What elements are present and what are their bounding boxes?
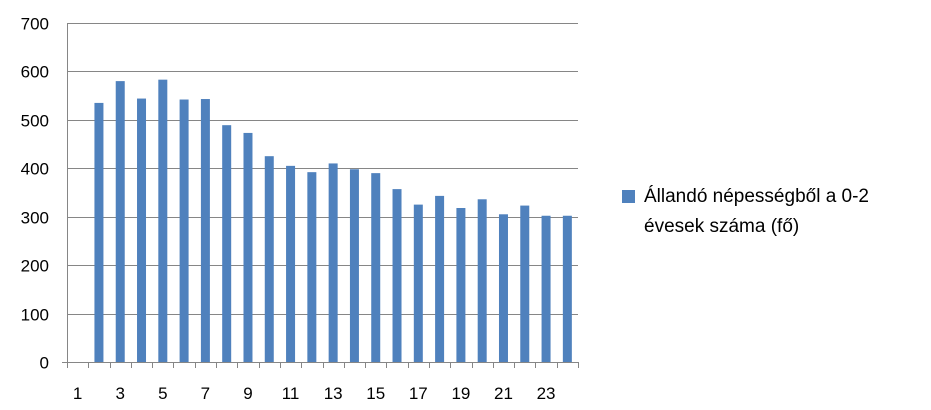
bar: [562, 215, 572, 362]
x-tick-label: 13: [324, 384, 343, 403]
bar: [498, 214, 508, 362]
bar: [307, 172, 317, 362]
x-tick-label: 21: [494, 384, 513, 403]
bar: [179, 99, 189, 363]
bar: [94, 102, 104, 362]
bar: [328, 163, 338, 362]
y-tick-label: 100: [21, 306, 49, 325]
bar: [115, 81, 125, 363]
bar: [392, 189, 402, 362]
legend-swatch: [622, 190, 635, 203]
bar-series: [94, 79, 572, 363]
x-tick-label: 15: [366, 384, 385, 403]
y-tick-label: 600: [21, 63, 49, 82]
y-tick-label: 700: [21, 15, 49, 34]
bar: [477, 199, 487, 362]
x-tick-label: 3: [115, 384, 124, 403]
y-tick-label: 0: [40, 354, 49, 373]
bar: [349, 169, 359, 362]
x-tick-label: 5: [158, 384, 167, 403]
x-tick-label: 23: [537, 384, 556, 403]
bar: [222, 125, 232, 363]
bar: [541, 215, 551, 362]
axes: [62, 23, 579, 368]
y-tick-label: 200: [21, 257, 49, 276]
y-tick-labels: 0 100 200 300 400 500 600 700: [21, 15, 49, 373]
y-tick-label: 500: [21, 112, 49, 131]
x-tick-labels: 1 3 5 7 9 11 13 15 17 19 21 23: [73, 384, 556, 403]
legend-label: Állandó népességből a 0-2 évesek száma (…: [644, 186, 870, 237]
bar: [200, 99, 210, 362]
x-tick-label: 1: [73, 384, 82, 403]
bar: [243, 132, 253, 362]
bar: [435, 195, 445, 362]
y-tick-label: 300: [21, 209, 49, 228]
legend: Állandó népességből a 0-2 évesek száma (…: [622, 182, 927, 242]
bar: [264, 156, 274, 362]
x-tick-label: 11: [282, 384, 300, 403]
x-tick-label: 17: [409, 384, 428, 403]
gridlines: [67, 23, 578, 315]
bar: [456, 208, 466, 362]
x-tick-label: 9: [243, 384, 252, 403]
bar: [286, 165, 296, 362]
bar: [371, 173, 381, 362]
bar: [413, 204, 423, 362]
bar: [520, 205, 530, 362]
x-tick-label: 7: [201, 384, 210, 403]
x-tick-label: 19: [451, 384, 470, 403]
y-tick-label: 400: [21, 160, 49, 179]
bar: [158, 79, 168, 362]
bar: [137, 98, 147, 363]
